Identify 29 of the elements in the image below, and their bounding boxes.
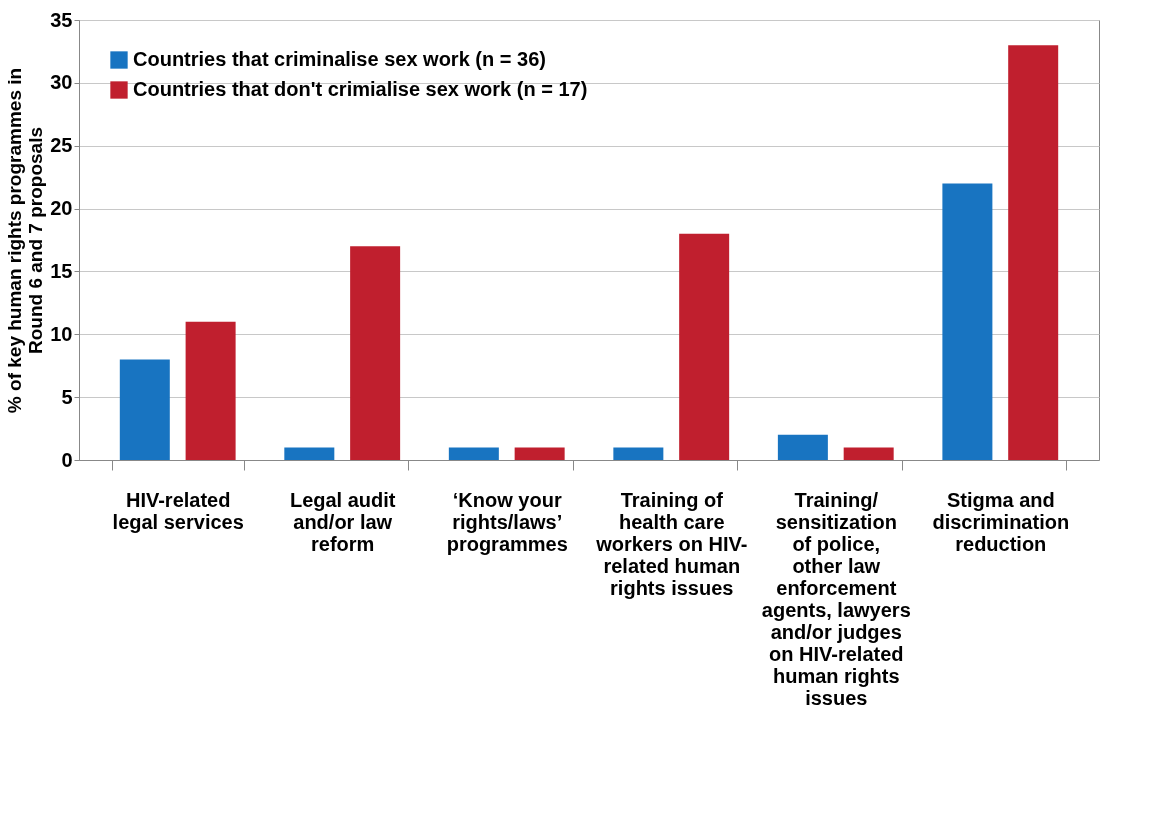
y-tick-label: 15 [50,259,73,282]
y-tick-label: 10 [50,322,73,345]
bar [514,447,565,460]
y-tick-label: 0 [61,448,73,471]
y-tick-label: 30 [50,71,73,94]
bar [350,246,401,460]
x-tick-label: Legal audit and/or law reform [289,488,396,555]
bar [942,183,993,460]
legend-label: Countries that criminalise sex work (n = 36) [133,48,546,70]
legend-label: Countries that don't crimialise sex work (n = 17) [133,78,588,100]
bar [679,233,730,460]
bar [448,447,499,460]
y-tick-label: 25 [50,134,73,157]
x-tick-label: Training of health care workers on HIV-related human rights issues [595,488,748,599]
bar [284,447,335,460]
category-label: Training/ sensitization of police, other law enforcement agents, lawyers and/or judges on HIV-related human rights issues [761,488,911,709]
bar [843,447,894,460]
x-tick-label: Stigma and discrimination reduction [932,488,1070,555]
bar [1008,45,1059,460]
bar [119,359,170,460]
x-tick-label: HIV-related legal services [112,488,244,533]
y-tick-label: 20 [50,197,73,220]
y-axis-title: % of key human rights programmes in Round 6 and 7 proposals [4,67,47,414]
bar [777,434,828,460]
y-tick-label: 5 [61,385,73,408]
bar [613,447,664,460]
x-tick-label: ‘Know your rights/laws’ programmes [446,488,568,555]
y-tick-label: 35 [50,8,73,31]
bar [185,321,236,460]
